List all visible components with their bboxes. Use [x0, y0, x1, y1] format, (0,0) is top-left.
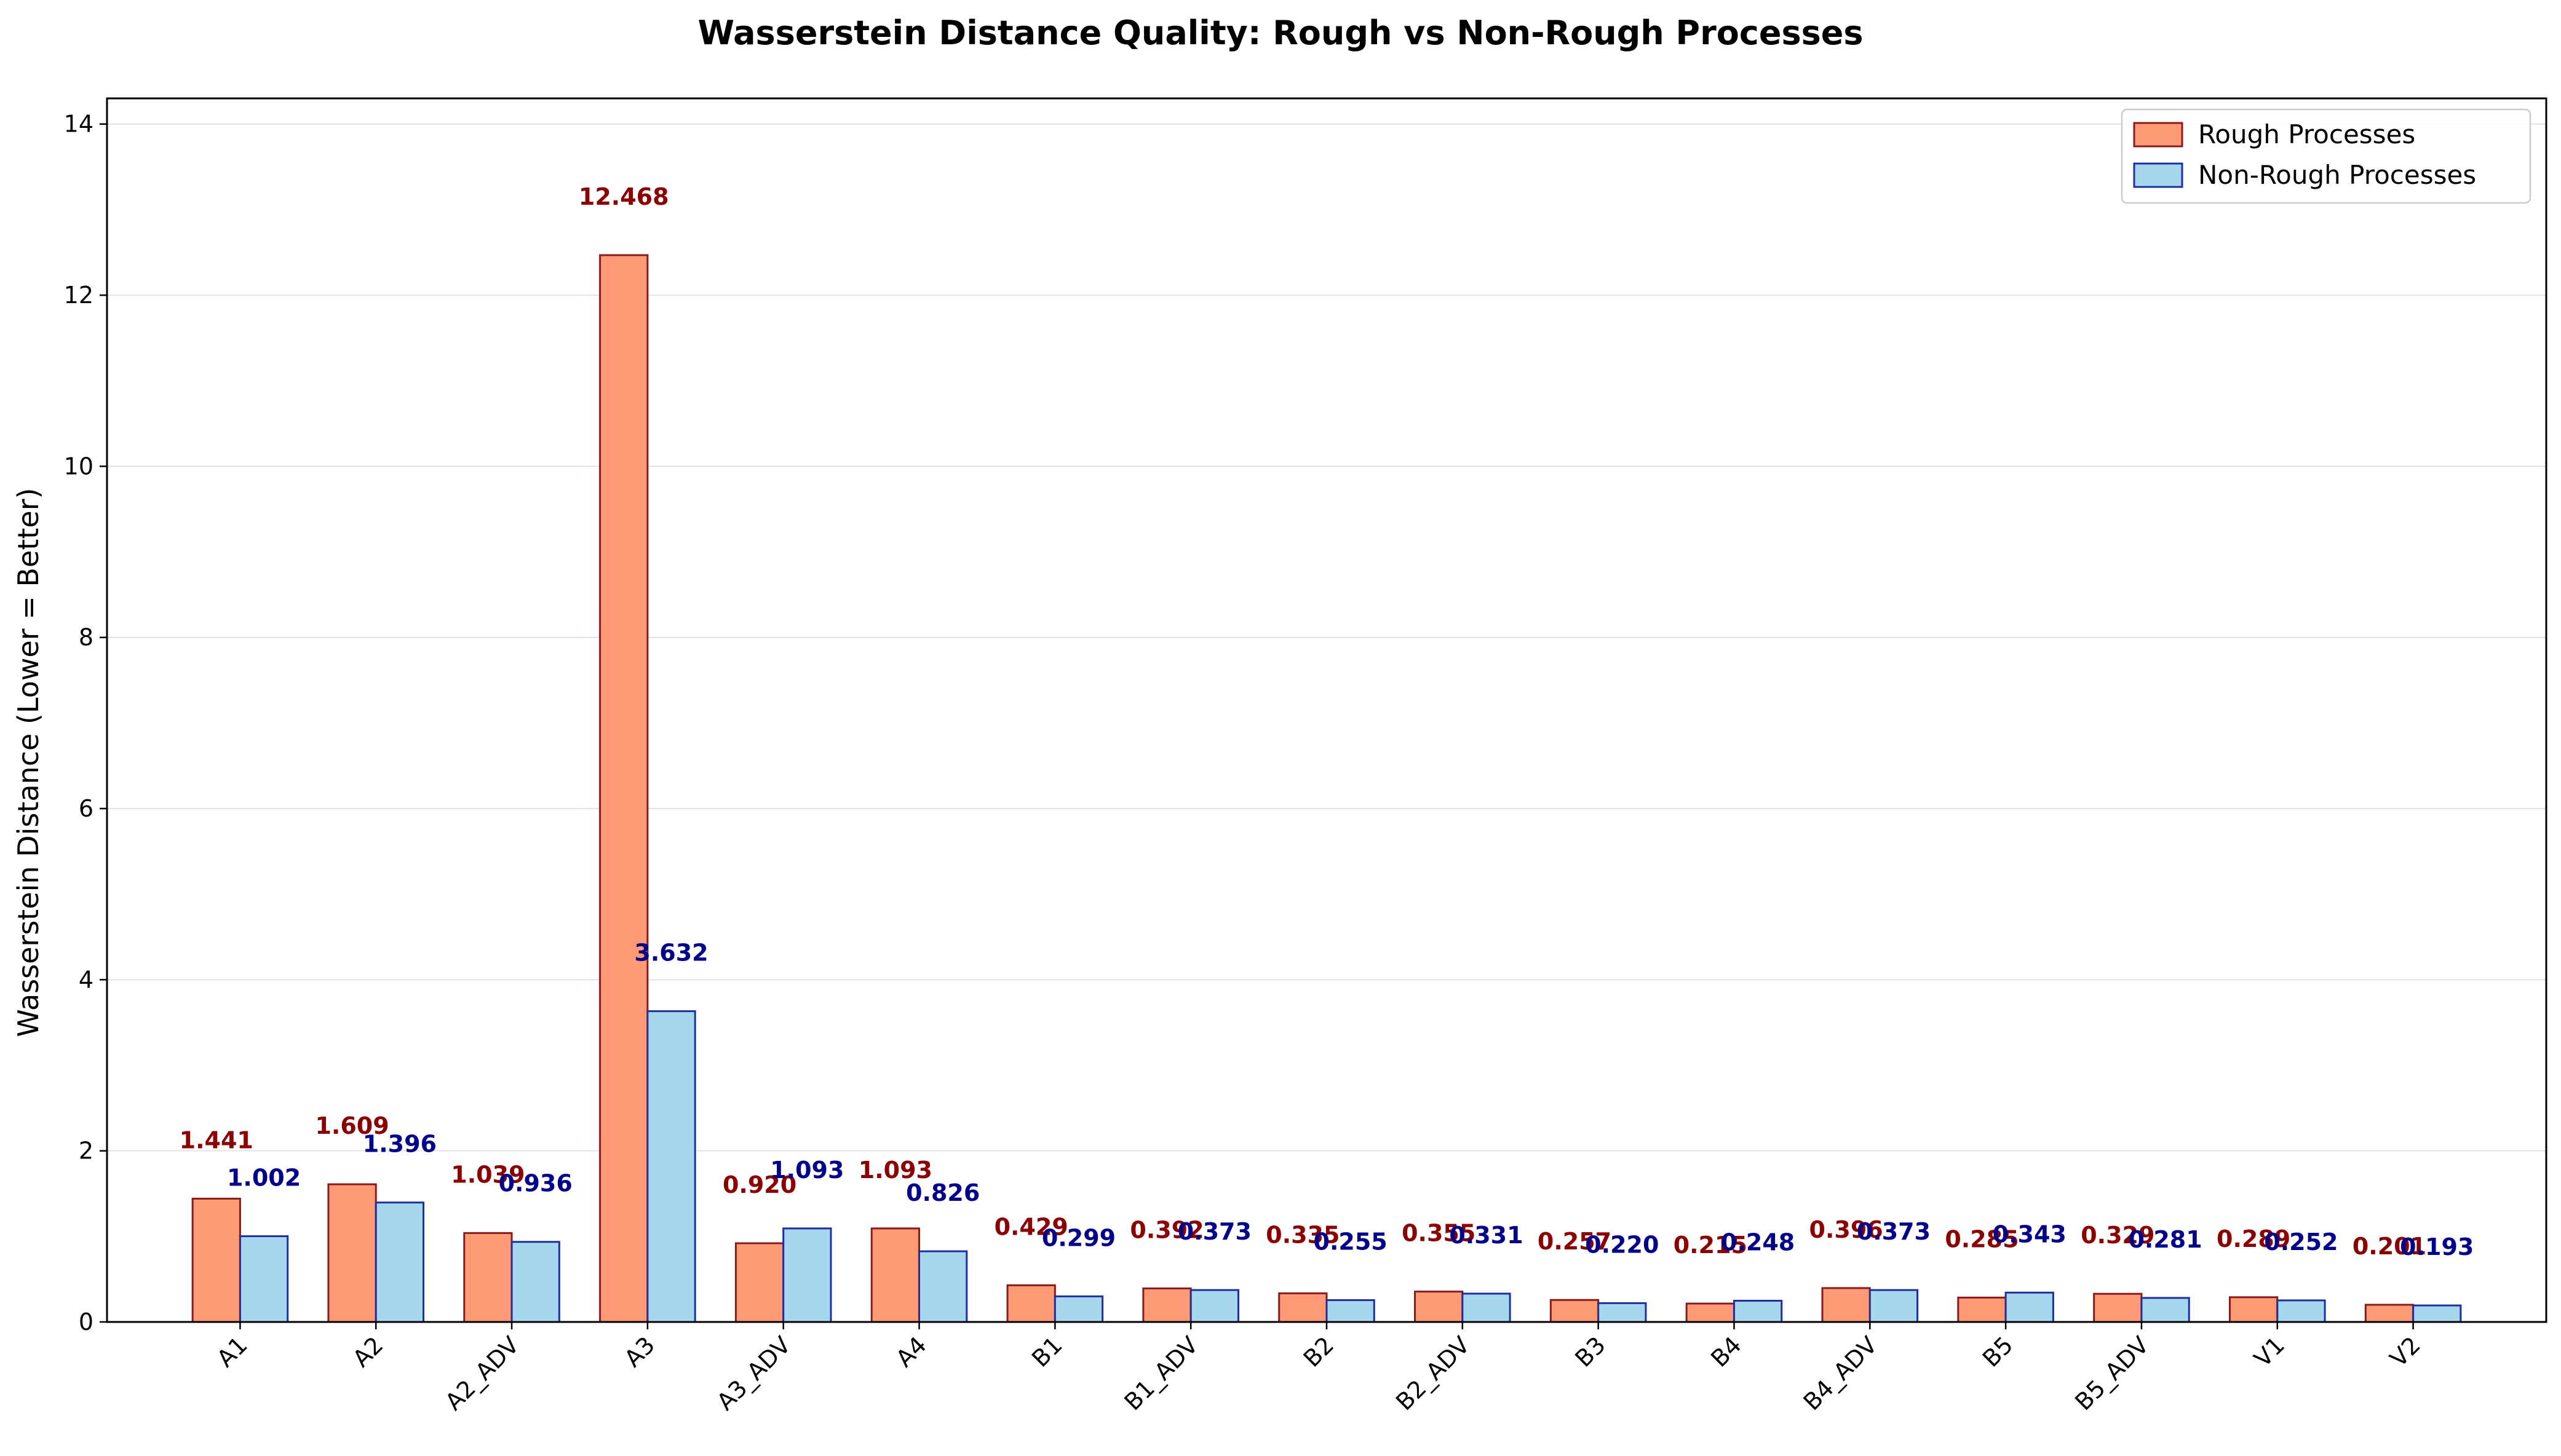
non-rough-value-label: 0.373	[1857, 1218, 1931, 1245]
y-tick-label: 12	[64, 282, 93, 309]
legend-label-non-rough: Non-Rough Processes	[2198, 160, 2476, 190]
non-rough-bar	[510, 1241, 560, 1323]
non-rough-bar	[1189, 1289, 1239, 1323]
rough-bar	[1957, 1296, 2007, 1323]
rough-bar	[2364, 1304, 2415, 1323]
non-rough-bar	[2004, 1291, 2054, 1323]
rough-value-label: 0.396	[1809, 1216, 1883, 1243]
rough-bar	[734, 1242, 785, 1323]
plot-frame	[106, 97, 2547, 1323]
rough-bar	[1142, 1287, 1192, 1323]
rough-bar	[870, 1227, 921, 1323]
non-rough-bar	[646, 1010, 696, 1323]
rough-bar	[2093, 1292, 2143, 1323]
y-tick-label: 10	[64, 453, 93, 480]
rough-value-label: 0.920	[723, 1171, 796, 1198]
rough-value-label: 0.289	[2217, 1225, 2290, 1252]
non-rough-value-label: 1.002	[227, 1165, 301, 1192]
y-tick-label: 0	[79, 1308, 93, 1335]
non-rough-value-label: 0.331	[1449, 1222, 1523, 1249]
rough-value-label: 0.392	[1130, 1216, 1204, 1243]
non-rough-value-label: 0.299	[1042, 1224, 1116, 1251]
bars	[191, 254, 2462, 1323]
rough-value-label: 0.257	[1538, 1228, 1611, 1255]
non-rough-value-label: 0.220	[1585, 1231, 1659, 1258]
y-axis-label: Wasserstein Distance (Lower = Better)	[12, 488, 45, 1037]
non-rough-bar	[239, 1235, 289, 1323]
rough-value-label: 12.468	[579, 183, 669, 210]
non-rough-bar	[1597, 1302, 1647, 1323]
rough-value-label: 0.285	[1945, 1225, 2019, 1252]
non-rough-value-label: 0.248	[1721, 1228, 1795, 1256]
non-rough-bar	[2412, 1304, 2462, 1323]
non-rough-bar	[2276, 1299, 2326, 1323]
non-rough-value-label: 0.936	[499, 1170, 573, 1197]
non-rough-bar	[375, 1201, 425, 1323]
rough-value-label: 0.429	[995, 1213, 1068, 1240]
chart-title: Wasserstein Distance Quality: Rough vs N…	[697, 14, 1863, 52]
y-tick-label: 8	[79, 624, 93, 651]
non-rough-bar	[1461, 1292, 1511, 1323]
rough-value-label: 1.093	[859, 1157, 932, 1184]
legend-box	[2121, 108, 2531, 204]
rough-bar	[2228, 1296, 2279, 1323]
legend-swatch-rough	[2133, 122, 2183, 148]
non-rough-value-label: 0.826	[906, 1179, 980, 1206]
non-rough-bar	[918, 1250, 968, 1323]
non-rough-value-label: 0.373	[1178, 1218, 1252, 1245]
y-tick-label: 6	[79, 795, 93, 822]
non-rough-value-label: 0.281	[2128, 1226, 2202, 1253]
rough-value-label: 0.201	[2353, 1233, 2426, 1260]
non-rough-value-label: 1.093	[770, 1157, 844, 1184]
rough-value-label: 1.039	[451, 1161, 525, 1188]
rough-bar	[1278, 1292, 1328, 1323]
rough-value-label: 0.355	[1402, 1220, 1475, 1247]
non-rough-bar	[1733, 1299, 1783, 1323]
rough-bar	[1549, 1299, 1600, 1323]
rough-bar	[1006, 1284, 1056, 1323]
non-rough-value-label: 0.255	[1314, 1228, 1388, 1256]
rough-value-label: 1.609	[315, 1112, 389, 1139]
rough-bar	[191, 1197, 241, 1323]
non-rough-value-label: 0.252	[2264, 1228, 2338, 1256]
y-tick-label: 4	[79, 966, 93, 993]
rough-bar	[1821, 1287, 1871, 1323]
non-rough-value-label: 1.396	[363, 1131, 437, 1158]
y-tick-label: 14	[64, 111, 93, 138]
rough-value-label: 0.215	[1674, 1232, 1747, 1259]
non-rough-bar	[782, 1227, 832, 1323]
non-rough-bar	[2140, 1297, 2190, 1323]
y-tick-label: 2	[79, 1138, 93, 1165]
non-rough-value-label: 3.632	[634, 940, 708, 967]
rough-value-label: 1.441	[180, 1126, 253, 1153]
non-rough-bar	[1054, 1295, 1104, 1323]
rough-bar	[327, 1183, 377, 1323]
rough-bar	[463, 1232, 513, 1323]
rough-value-label: 0.335	[1266, 1221, 1340, 1248]
legend: Rough Processes Non-Rough Processes	[2121, 108, 2531, 204]
rough-value-label: 0.329	[2081, 1222, 2154, 1249]
legend-swatch-non-rough	[2133, 162, 2183, 188]
non-rough-value-label: 0.343	[1993, 1221, 2067, 1248]
legend-label-rough: Rough Processes	[2198, 119, 2415, 149]
non-rough-bar	[1325, 1299, 1375, 1323]
non-rough-value-label: 0.193	[2400, 1233, 2474, 1260]
rough-bar	[599, 254, 649, 1323]
rough-bar	[1685, 1302, 1735, 1323]
rough-bar	[1414, 1291, 1464, 1323]
non-rough-bar	[1868, 1289, 1919, 1323]
